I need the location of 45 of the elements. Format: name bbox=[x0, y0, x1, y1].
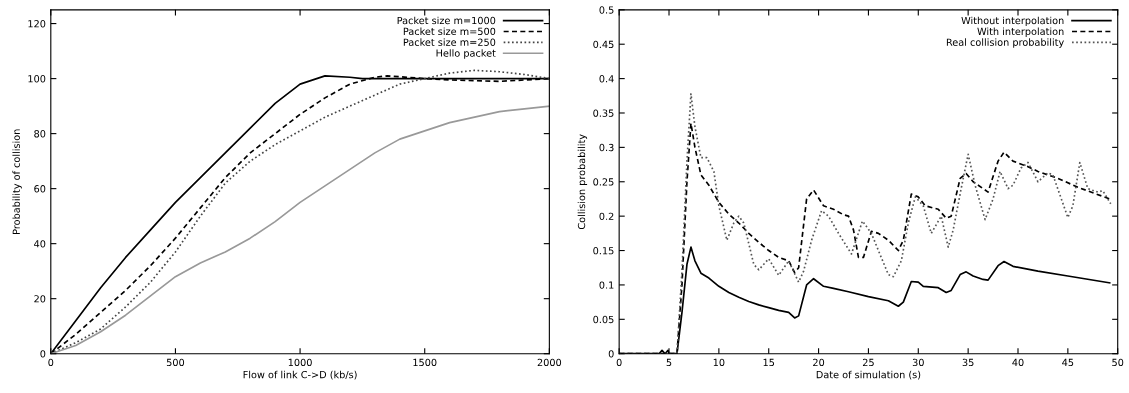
x-tick-label: 10 bbox=[713, 358, 725, 367]
y-axis-title: Collision probability bbox=[577, 134, 588, 230]
y-tick-label: 0.25 bbox=[593, 178, 614, 186]
y-tick-label: 40 bbox=[34, 240, 46, 248]
y-tick-label: 0 bbox=[608, 350, 614, 358]
x-tick-label: 2000 bbox=[537, 358, 562, 367]
x-tick-label: 45 bbox=[1062, 358, 1074, 367]
x-tick-label: 20 bbox=[813, 358, 825, 367]
y-tick-label: 0.3 bbox=[599, 143, 614, 152]
legend-label: With interpolation bbox=[977, 27, 1064, 37]
y-axis-title: Probability of collision bbox=[12, 129, 22, 234]
y-tick-label: 0.45 bbox=[593, 40, 614, 49]
x-tick-label: 5 bbox=[666, 358, 672, 367]
legend-label: Packet size m=250 bbox=[403, 38, 496, 46]
x-tick-label: 50 bbox=[1112, 358, 1124, 367]
x-axis-title: Date of simulation (s) bbox=[816, 370, 921, 380]
y-tick-label: 60 bbox=[34, 185, 46, 193]
x-tick-label: 0 bbox=[48, 358, 54, 367]
x-tick-label: 25 bbox=[862, 358, 874, 367]
y-tick-label: 0.05 bbox=[593, 315, 614, 324]
y-tick-label: 120 bbox=[28, 20, 46, 28]
legend-label: Packet size m=500 bbox=[403, 27, 496, 36]
y-tick-label: 100 bbox=[28, 75, 46, 83]
y-tick-label: 20 bbox=[34, 295, 46, 303]
y-tick-label: 0.5 bbox=[599, 6, 614, 14]
x-tick-label: 1000 bbox=[288, 358, 312, 367]
x-tick-label: 1500 bbox=[413, 358, 437, 367]
x-tick-label: 35 bbox=[962, 358, 974, 367]
y-tick-label: 0.1 bbox=[599, 281, 614, 289]
y-tick-label: 80 bbox=[34, 130, 46, 138]
y-tick-label: 0.2 bbox=[599, 212, 614, 220]
x-tick-label: 40 bbox=[1012, 358, 1024, 367]
x-tick-label: 500 bbox=[166, 358, 185, 367]
y-tick-label: 0.35 bbox=[593, 109, 614, 117]
y-tick-label: 0.4 bbox=[599, 75, 614, 83]
x-tick-label: 15 bbox=[763, 358, 775, 367]
legend-label: Packet size m=1000 bbox=[397, 16, 496, 25]
y-tick-label: 0 bbox=[40, 350, 46, 358]
y-tick-label: 0.15 bbox=[593, 247, 614, 255]
x-tick-label: 30 bbox=[912, 358, 924, 367]
legend-label: Without interpolation bbox=[961, 16, 1064, 27]
x-tick-label: 0 bbox=[616, 358, 622, 367]
x-axis-title: Flow of link C->D (kb/s) bbox=[243, 370, 357, 380]
legend-label: Hello packet bbox=[436, 49, 496, 59]
legend-label: Real collision probability bbox=[946, 38, 1064, 48]
